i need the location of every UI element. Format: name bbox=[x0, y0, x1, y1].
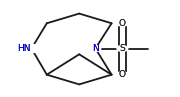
Circle shape bbox=[117, 20, 128, 26]
Text: N: N bbox=[92, 44, 99, 53]
Circle shape bbox=[90, 46, 101, 51]
Circle shape bbox=[117, 46, 128, 51]
Text: S: S bbox=[120, 44, 125, 53]
Text: O: O bbox=[119, 19, 126, 28]
Text: S: S bbox=[120, 44, 125, 53]
Text: O: O bbox=[119, 70, 126, 79]
Circle shape bbox=[117, 72, 128, 78]
Text: HN: HN bbox=[17, 44, 31, 53]
Text: O: O bbox=[119, 19, 126, 28]
Text: O: O bbox=[119, 70, 126, 79]
Circle shape bbox=[22, 44, 39, 53]
Text: N: N bbox=[92, 44, 99, 53]
Text: HN: HN bbox=[17, 44, 31, 53]
